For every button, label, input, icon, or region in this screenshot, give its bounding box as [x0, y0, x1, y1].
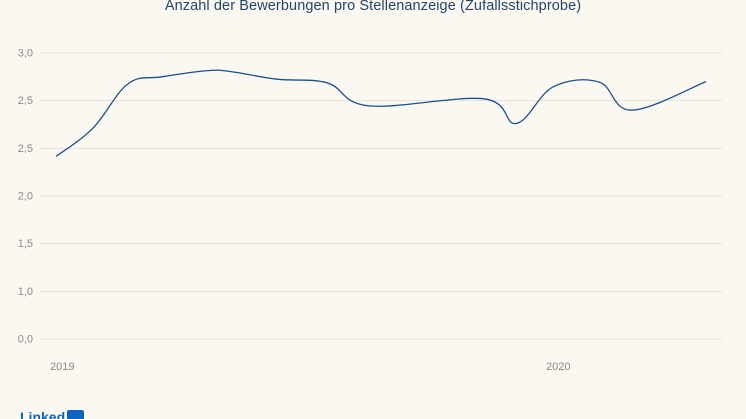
- linkedin-logo-box-icon: [67, 410, 85, 419]
- linkedin-logo: Linked: [20, 409, 85, 419]
- y-tick-label: 1,0: [18, 286, 33, 298]
- chart-title: Anzahl der Bewerbungen pro Stellenanzeig…: [164, 0, 582, 14]
- series-line: [55, 69, 707, 157]
- y-axis-ticks: 3,0 2,5 2,5 2,0 1,5 1,0 0,0: [18, 48, 33, 346]
- grid-lines: [40, 52, 722, 340]
- y-tick-label: 3,0: [18, 48, 33, 60]
- series-group: [55, 69, 707, 157]
- y-tick-label: 2,5: [18, 143, 33, 155]
- y-tick-label: 0,0: [18, 334, 33, 346]
- y-tick-label: 2,0: [18, 191, 33, 203]
- y-tick-label: 2,5: [18, 95, 33, 107]
- x-axis-ticks: 2019 2020: [50, 361, 570, 373]
- y-tick-label: 1,5: [18, 238, 33, 250]
- x-tick-label: 2019: [50, 361, 74, 373]
- linkedin-logo-text: Linked: [20, 409, 66, 419]
- x-tick-label: 2020: [546, 361, 570, 373]
